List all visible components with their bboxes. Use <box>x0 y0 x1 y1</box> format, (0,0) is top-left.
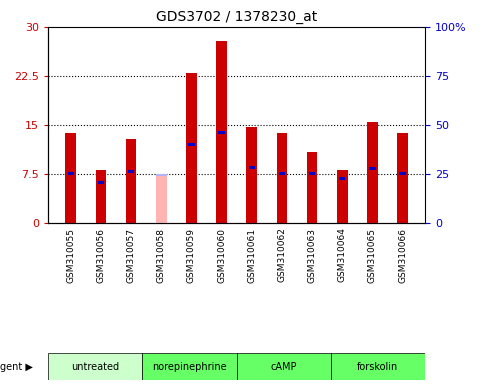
Bar <box>337 170 348 223</box>
Bar <box>98 180 104 184</box>
Bar <box>399 172 406 175</box>
Bar <box>367 121 378 223</box>
FancyBboxPatch shape <box>237 353 331 380</box>
Text: cAMP: cAMP <box>270 362 297 372</box>
FancyBboxPatch shape <box>331 353 425 380</box>
Bar <box>339 177 345 180</box>
Bar <box>126 139 136 223</box>
FancyBboxPatch shape <box>142 353 237 380</box>
Bar <box>68 172 74 175</box>
Bar <box>186 73 197 223</box>
Bar <box>249 166 255 169</box>
Bar <box>246 127 257 223</box>
Bar <box>279 172 285 175</box>
Bar <box>277 132 287 223</box>
Title: GDS3702 / 1378230_at: GDS3702 / 1378230_at <box>156 10 317 25</box>
Bar <box>96 170 106 223</box>
Bar <box>398 132 408 223</box>
Bar <box>216 41 227 223</box>
Bar <box>188 143 195 146</box>
FancyBboxPatch shape <box>48 353 142 380</box>
Text: forskolin: forskolin <box>357 362 398 372</box>
Text: untreated: untreated <box>71 362 119 372</box>
Bar <box>369 167 376 170</box>
Bar <box>128 170 134 174</box>
Bar <box>65 132 76 223</box>
Bar <box>309 172 315 175</box>
Bar <box>156 176 167 223</box>
Text: agent ▶: agent ▶ <box>0 362 33 372</box>
Text: norepinephrine: norepinephrine <box>152 362 227 372</box>
Bar <box>218 131 225 134</box>
Bar <box>307 152 317 223</box>
Bar <box>156 174 167 176</box>
